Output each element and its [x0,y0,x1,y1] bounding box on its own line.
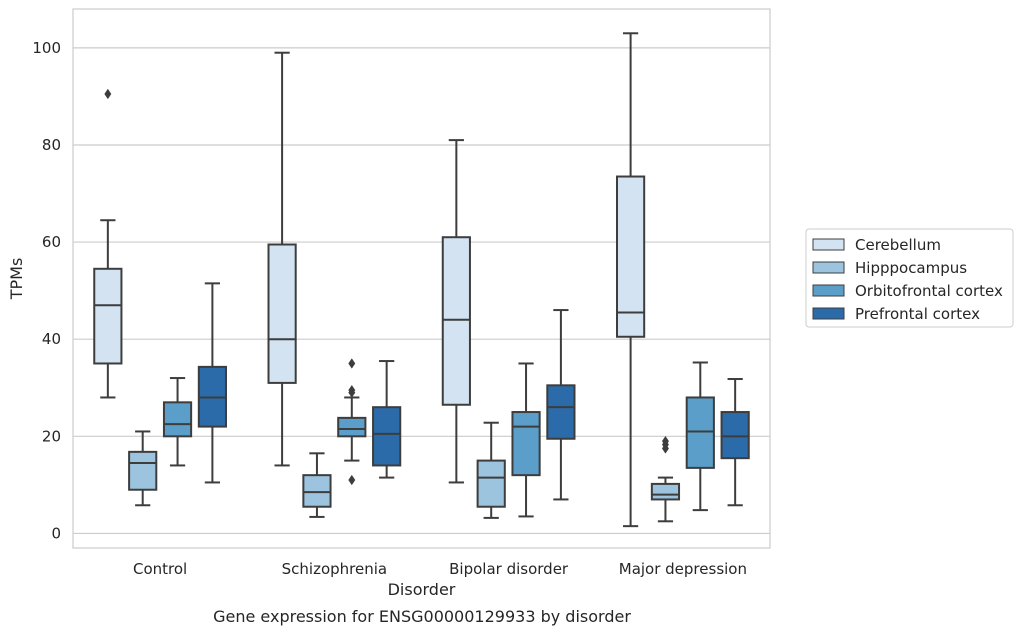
box-orbitofrontal-cortex-1 [337,358,367,486]
box-hipppocampus-0 [128,430,158,507]
box-hipppocampus-1 [302,452,332,518]
y-tick-label: 60 [42,233,61,251]
y-tick-labels: 0 20 40 60 80 100 [32,39,61,543]
plot-frame [72,8,771,549]
box-iqr [546,384,576,440]
box-prefrontal-cortex-3 [720,378,750,507]
legend-label: Cerebellum [855,236,941,254]
box-cerebellum-3 [616,32,646,528]
x-tick-label: Control [133,560,187,578]
box-orbitofrontal-cortex-2 [511,362,541,518]
y-tick-label: 100 [32,39,61,57]
legend-label: Hipppocampus [855,259,967,277]
legend-swatch [812,307,845,320]
box-cerebellum-1 [267,51,297,467]
y-tick-label: 0 [51,524,61,542]
x-axis-title: Disorder [388,580,456,599]
outlier-point [348,384,356,396]
y-tick-label: 40 [42,330,61,348]
box-prefrontal-cortex-2 [546,309,576,501]
box-cerebellum-0 [93,88,123,399]
chart-caption: Gene expression for ENSG00000129933 by d… [213,607,631,626]
box-iqr [337,416,367,438]
box-iqr [93,267,123,365]
outlier-point [104,88,112,100]
x-tick-label: Major depression [619,560,747,578]
box-iqr [650,482,681,501]
box-iqr [685,396,715,469]
box-iqr [511,411,541,477]
legend-label: Prefrontal cortex [855,305,980,323]
legend-swatch [812,261,845,274]
box-prefrontal-cortex-1 [372,360,402,479]
box-hipppocampus-3 [650,435,681,523]
x-tick-label: Schizophrenia [282,560,387,578]
box-iqr [372,406,402,467]
box-series-layer [93,32,750,528]
box-iqr [302,474,332,508]
legend-frame [805,228,1014,328]
outlier-point [348,474,356,486]
box-hipppocampus-2 [476,421,506,519]
y-tick-label: 20 [42,427,61,445]
box-iqr [267,243,297,384]
y-tick-label: 80 [42,136,61,154]
box-iqr [720,411,750,460]
outlier-point [348,358,356,369]
legend-swatch [812,284,845,297]
legend: Cerebellum Hipppocampus Orbitofrontal cort… [805,228,1014,328]
box-iqr [476,459,506,508]
box-iqr [616,175,646,338]
box-cerebellum-2 [441,139,471,484]
x-tick-label: Bipolar disorder [449,560,569,578]
box-orbitofrontal-cortex-3 [685,361,715,512]
y-axis-title: TPMs [7,258,26,301]
x-tick-labels: Control Schizophrenia Bipolar disorder Majo… [133,560,747,578]
box-prefrontal-cortex-0 [197,282,227,484]
box-iqr [441,236,471,406]
legend-swatch [812,238,845,251]
box-orbitofrontal-cortex-0 [162,377,193,467]
outlier-point [661,435,669,447]
box-iqr [128,450,158,491]
box-iqr [162,401,193,438]
legend-label: Orbitofrontal cortex [855,282,1003,300]
